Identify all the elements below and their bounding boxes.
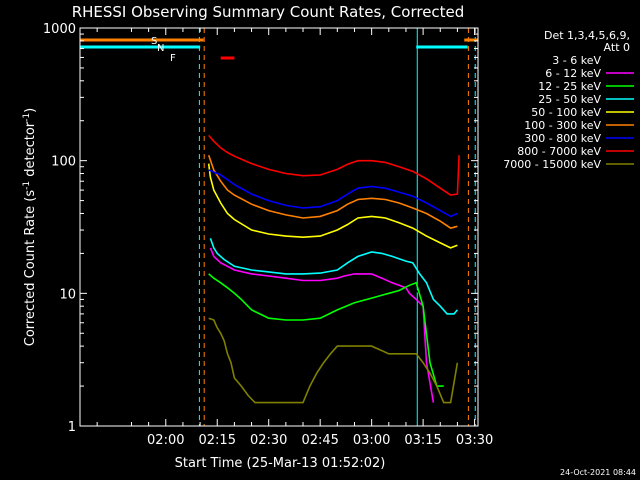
y-tick-label: 1	[68, 420, 76, 435]
legend-label-0: 3 - 6 keV	[552, 54, 601, 67]
y-tick-label: 10	[59, 287, 76, 302]
series-line-4	[207, 163, 458, 249]
series-line-0	[208, 64, 421, 294]
legend-label-6: 300 - 800 keV	[524, 132, 601, 145]
legend-label-2: 12 - 25 keV	[538, 80, 601, 93]
legend-header-attenuator: Att 0	[604, 41, 630, 54]
x-tick-label: 02:15	[199, 433, 236, 448]
plot-frame	[79, 27, 479, 427]
series-line-1	[209, 247, 435, 403]
legend-label-3: 25 - 50 keV	[538, 93, 601, 106]
flag-label-s: S	[151, 36, 157, 47]
series-lines	[207, 64, 460, 404]
legend-label-1: 6 - 12 keV	[545, 67, 601, 80]
flag-lines: SNF	[80, 28, 478, 426]
x-tick-label: 03:00	[353, 433, 390, 448]
legend-label-5: 100 - 300 keV	[524, 119, 601, 132]
legend-label-8: 7000 - 15000 keV	[503, 158, 601, 171]
series-line-2	[208, 273, 444, 387]
x-tick-label: 02:45	[301, 433, 338, 448]
x-tick-label: 03:30	[456, 433, 493, 448]
x-tick-label: 02:00	[147, 433, 184, 448]
legend-header-detectors: Det 1,3,4,5,6,9,	[544, 29, 630, 42]
y-tick-label: 1000	[43, 22, 76, 37]
x-tick-label: 02:30	[250, 433, 287, 448]
flag-label-f: F	[170, 53, 176, 64]
y-tick-label: 100	[51, 155, 76, 170]
timestamp: 24-Oct-2021 08:44	[560, 468, 636, 477]
series-line-7	[208, 134, 460, 196]
series-line-3	[209, 238, 459, 315]
x-tick-label: 03:15	[404, 433, 441, 448]
flag-label-n: N	[157, 43, 164, 54]
chart-title: RHESSI Observing Summary Count Rates, Co…	[72, 3, 465, 21]
legend-label-4: 50 - 100 keV	[531, 106, 601, 119]
series-line-6	[208, 169, 458, 218]
axes: 1 10 100 1000 02:00 02:15 02:30 02:45 03:00 03:15…	[43, 22, 493, 448]
series-line-8	[208, 317, 459, 404]
legend-label-7: 800 - 7000 keV	[517, 145, 601, 158]
y-axis-label: Corrected Count Rate (s-1 detector-1)	[22, 108, 38, 346]
series-line-5	[207, 154, 458, 229]
x-axis-label: Start Time (25-Mar-13 01:52:02)	[175, 456, 386, 471]
